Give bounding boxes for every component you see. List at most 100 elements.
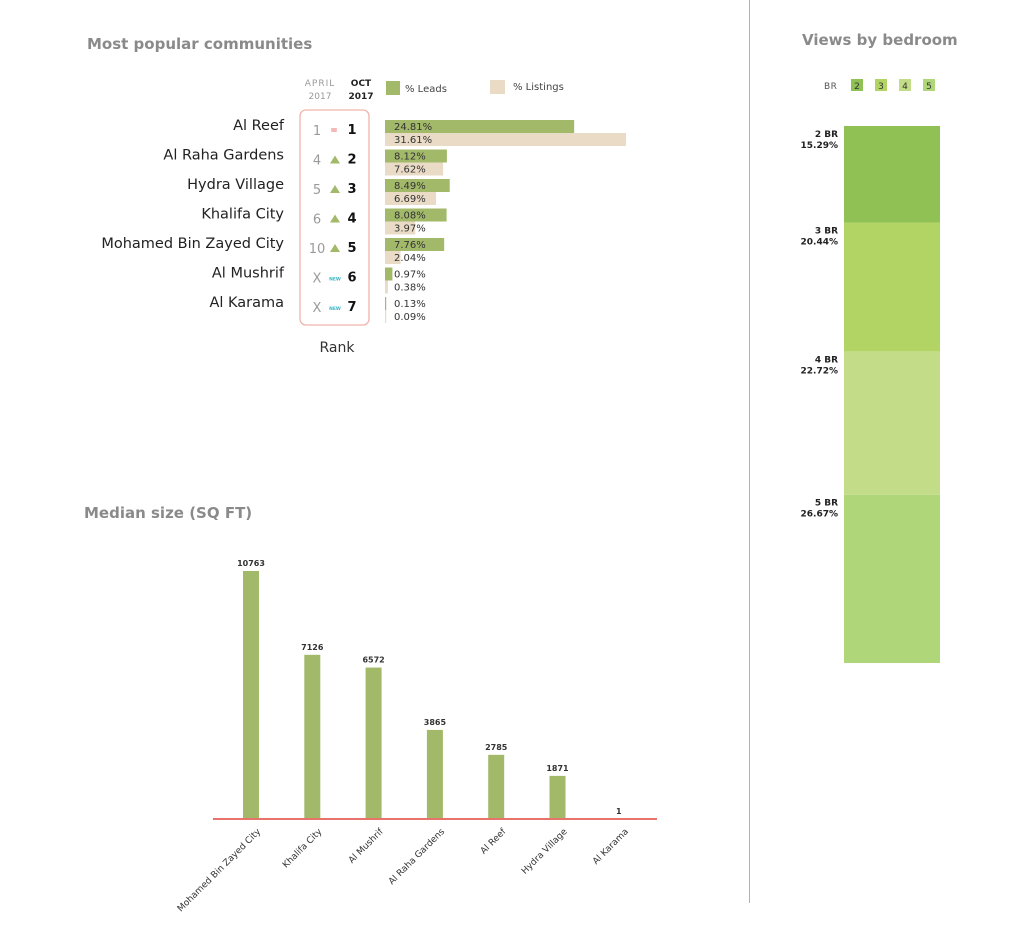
- bedroom-legend-item: 3: [878, 82, 884, 92]
- median-size-category-label: Al Mushrif: [347, 826, 386, 865]
- leads-bar: [385, 179, 450, 192]
- median-size-value-label: 10763: [237, 559, 265, 568]
- communities-title: Most popular communities: [87, 35, 313, 53]
- leads-value-label: 7.76%: [394, 240, 426, 251]
- median-size-bar: [304, 654, 321, 819]
- rank-header-april: APRIL: [305, 79, 336, 89]
- bedroom-segment-name: 2 BR: [815, 130, 838, 140]
- leads-bar: [385, 238, 445, 251]
- median-size-value-label: 1871: [546, 764, 569, 773]
- listings-bar: [385, 251, 401, 264]
- listings-value-label: 0.09%: [394, 312, 426, 323]
- bedroom-title: Views by bedroom: [802, 31, 958, 49]
- median-size-category-label: Khalifa City: [281, 827, 325, 871]
- bedroom-legend-item: 4: [902, 82, 908, 92]
- listings-bar: [385, 133, 626, 146]
- community-label: Hydra Village: [187, 177, 284, 193]
- leads-bar: [385, 297, 387, 310]
- bedroom-segment-value: 26.67%: [801, 510, 839, 520]
- community-label: Mohamed Bin Zayed City: [101, 236, 284, 252]
- bedroom-legend-swatch: [875, 79, 887, 91]
- rank-new-badge: NEW: [329, 277, 341, 283]
- rank-april-value: 5: [313, 183, 321, 198]
- legend-label-listings: % Listings: [513, 82, 564, 93]
- bedroom-legend-swatch: [899, 79, 911, 91]
- bedroom-legend-item: 2: [854, 82, 860, 92]
- bedroom-segment: [844, 222, 940, 352]
- median-size-bar: [243, 571, 259, 819]
- leads-value-label: 8.49%: [394, 181, 426, 192]
- leads-value-label: 0.97%: [394, 270, 426, 281]
- median-size-value-label: 3865: [424, 718, 447, 727]
- leads-bar: [385, 267, 393, 281]
- community-label: Al Karama: [209, 295, 284, 311]
- median-size-category-label: Al Karama: [591, 827, 631, 867]
- legend-label-leads: % Leads: [405, 84, 447, 95]
- rank-oct-value: 7: [347, 300, 356, 315]
- rank-label: Rank: [320, 340, 356, 356]
- section-divider: [749, 0, 750, 903]
- legend-swatch-listings: [490, 80, 505, 94]
- median-size-category-label: Al Reef: [479, 826, 509, 856]
- bedroom-legend-swatch: [851, 79, 863, 91]
- bedroom-segment-value: 15.29%: [801, 141, 839, 151]
- leads-value-label: 24.81%: [394, 122, 432, 133]
- leads-value-label: 8.08%: [394, 211, 426, 222]
- rank-new-badge: NEW: [329, 306, 341, 312]
- rank-oct-value: 1: [347, 123, 356, 138]
- community-label: Al Mushrif: [212, 266, 285, 282]
- bedroom-segment: [844, 351, 940, 495]
- rank-april-value: X: [313, 301, 322, 316]
- community-label: Al Raha Gardens: [163, 148, 284, 164]
- listings-value-label: 31.61%: [394, 135, 432, 146]
- bedroom-segment: [844, 126, 940, 223]
- median-size-category-label: Hydra Village: [520, 827, 570, 877]
- rank-april-value: X: [313, 272, 322, 287]
- leads-bar: [385, 120, 575, 133]
- bedroom-legend-swatch: [923, 79, 935, 91]
- rank-header-oct-year: 2017: [348, 92, 373, 102]
- bedroom-segment: [844, 494, 940, 663]
- rank-april-value: 10: [309, 242, 326, 257]
- bedroom-segment-value: 22.72%: [801, 366, 839, 376]
- listings-bar: [385, 280, 388, 294]
- median-size-bar: [488, 754, 505, 819]
- bedroom-segment-name: 3 BR: [815, 226, 838, 236]
- listings-value-label: 7.62%: [394, 165, 426, 176]
- listings-value-label: 0.38%: [394, 283, 426, 294]
- bedroom-legend-label: BR: [824, 82, 837, 92]
- bedroom-segment-value: 20.44%: [801, 237, 839, 247]
- rank-up-icon: [330, 155, 340, 164]
- leads-bar: [385, 149, 447, 163]
- bedroom-legend-item: 5: [926, 82, 932, 92]
- listings-value-label: 6.69%: [394, 194, 426, 205]
- listings-bar: [385, 192, 437, 205]
- median-size-value-label: 1: [616, 807, 622, 816]
- median-size-category-label: Mohamed Bin Zayed City: [176, 827, 264, 915]
- listings-bar: [385, 221, 416, 235]
- median-size-title: Median size (SQ FT): [84, 504, 253, 522]
- community-label: Khalifa City: [201, 207, 284, 223]
- rank-up-icon: [330, 244, 340, 252]
- communities-chart: APRIL 2017 OCT 2017 % Leads % Listings Rank Al …: [101, 79, 626, 356]
- median-size-value-label: 6572: [362, 656, 384, 665]
- rank-equal-icon: =: [330, 126, 338, 136]
- listings-value-label: 2.04%: [394, 253, 426, 264]
- listings-bar: [385, 310, 387, 323]
- leads-bar: [385, 208, 447, 222]
- rank-april-value: 4: [313, 154, 321, 169]
- rank-oct-value: 5: [347, 241, 356, 256]
- rank-oct-value: 3: [347, 182, 356, 197]
- rank-up-icon: [330, 185, 340, 193]
- median-size-category-label: Al Raha Gardens: [387, 827, 447, 887]
- median-size-bar: [365, 667, 382, 819]
- leads-value-label: 8.12%: [394, 152, 426, 163]
- rank-up-icon: [330, 214, 340, 223]
- bedroom-segment-name: 5 BR: [815, 499, 838, 509]
- median-size-value-label: 7126: [301, 643, 324, 652]
- rank-oct-value: 2: [347, 153, 356, 168]
- rank-april-value: 1: [313, 124, 321, 139]
- leads-value-label: 0.13%: [394, 299, 426, 310]
- community-label: Al Reef: [233, 118, 285, 134]
